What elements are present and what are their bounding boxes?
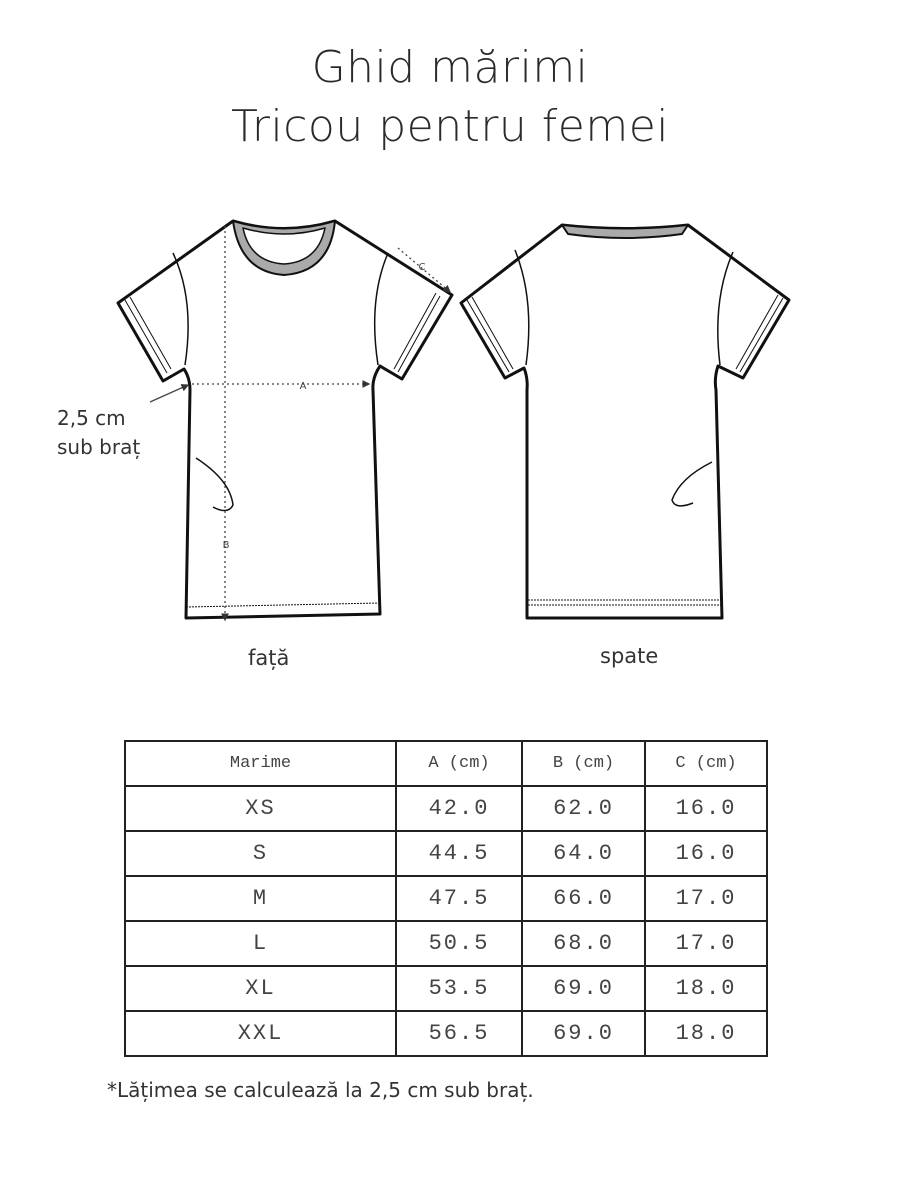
table-row: XS 42.0 62.0 16.0 xyxy=(124,785,768,832)
a-cell: 42.0 xyxy=(395,785,523,832)
c-cell: 16.0 xyxy=(644,785,768,832)
front-label: față xyxy=(248,646,290,670)
a-cell: 44.5 xyxy=(395,830,523,877)
measure-b-label: B xyxy=(223,540,230,551)
a-cell: 53.5 xyxy=(395,965,523,1012)
underarm-note: 2,5 cm sub braț xyxy=(57,404,140,462)
b-cell: 69.0 xyxy=(521,1010,646,1057)
header-a: A (cm) xyxy=(395,740,523,787)
table-row: M 47.5 66.0 17.0 xyxy=(124,875,768,922)
b-cell: 62.0 xyxy=(521,785,646,832)
a-cell: 47.5 xyxy=(395,875,523,922)
table-row: S 44.5 64.0 16.0 xyxy=(124,830,768,877)
a-cell: 50.5 xyxy=(395,920,523,967)
c-cell: 16.0 xyxy=(644,830,768,877)
b-cell: 68.0 xyxy=(521,920,646,967)
header-c: C (cm) xyxy=(644,740,768,787)
table-row: L 50.5 68.0 17.0 xyxy=(124,920,768,967)
c-cell: 18.0 xyxy=(644,965,768,1012)
measure-c-label: C xyxy=(419,262,426,273)
a-cell: 56.5 xyxy=(395,1010,523,1057)
size-cell: XXL xyxy=(124,1010,397,1057)
c-cell: 17.0 xyxy=(644,920,768,967)
title-line-1: Ghid mărimi xyxy=(311,42,589,93)
table-row: XL 53.5 69.0 18.0 xyxy=(124,965,768,1012)
measure-a-label: A xyxy=(300,381,307,392)
table-header-row: Marime A (cm) B (cm) C (cm) xyxy=(124,740,768,787)
measurement-lines xyxy=(149,226,451,622)
b-cell: 64.0 xyxy=(521,830,646,877)
footnote: *Lățimea se calculează la 2,5 cm sub bra… xyxy=(107,1078,534,1102)
header-size: Marime xyxy=(124,740,397,787)
tshirt-diagram: A B C xyxy=(116,219,791,622)
title-line-2: Tricou pentru femei xyxy=(230,101,670,152)
b-cell: 66.0 xyxy=(521,875,646,922)
underarm-note-line-2: sub braț xyxy=(57,435,141,459)
size-cell: S xyxy=(124,830,397,877)
back-label: spate xyxy=(600,644,659,668)
header-b: B (cm) xyxy=(521,740,646,787)
size-cell: XL xyxy=(124,965,397,1012)
size-table: Marime A (cm) B (cm) C (cm) XS 42.0 62.0 16… xyxy=(124,740,768,1057)
c-cell: 18.0 xyxy=(644,1010,768,1057)
back-tshirt-illustration xyxy=(459,223,791,620)
c-cell: 17.0 xyxy=(644,875,768,922)
size-cell: M xyxy=(124,875,397,922)
size-cell: XS xyxy=(124,785,397,832)
table-row: XXL 56.5 69.0 18.0 xyxy=(124,1010,768,1057)
b-cell: 69.0 xyxy=(521,965,646,1012)
size-cell: L xyxy=(124,920,397,967)
underarm-note-line-1: 2,5 cm xyxy=(57,406,126,430)
front-tshirt-illustration xyxy=(116,219,454,620)
